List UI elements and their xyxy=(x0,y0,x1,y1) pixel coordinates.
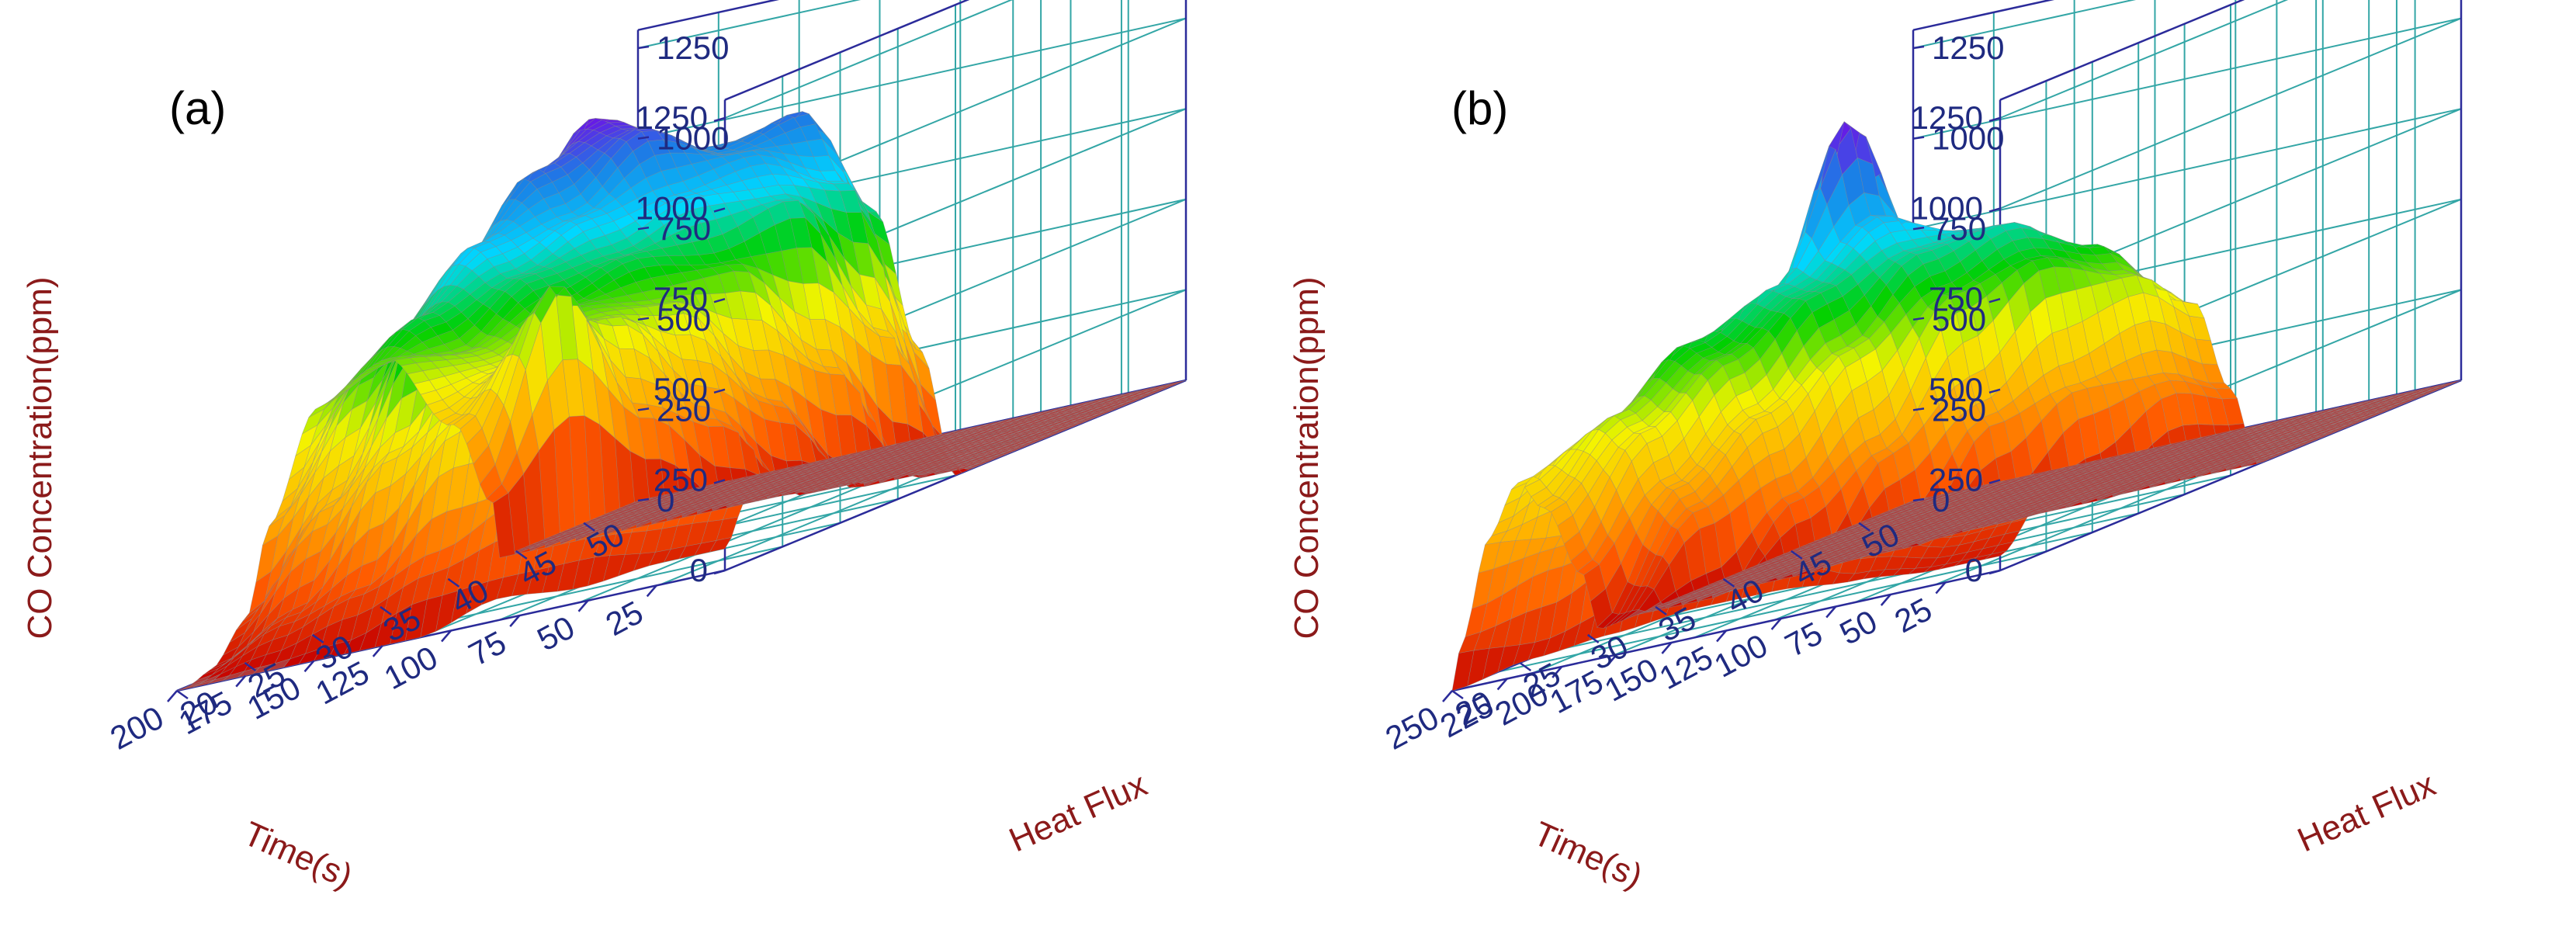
x-tick-mark-5 xyxy=(303,660,315,673)
z-left-tick-mark-3 xyxy=(713,297,726,303)
z-right-tick-label-0: 0 xyxy=(657,482,674,518)
x-tick-label-1: 50 xyxy=(531,608,580,657)
y-tick-mark-1 xyxy=(244,661,257,671)
frame-edge-0 xyxy=(1999,0,2245,101)
surface-cell xyxy=(176,684,199,692)
x-tick-label-2: 75 xyxy=(463,624,511,673)
z-left-tick-label-4: 1000 xyxy=(636,190,708,227)
z-left-tick-mark-4 xyxy=(713,207,726,213)
z-left-tick-label-1: 250 xyxy=(654,461,708,498)
z-left-tick-label-2: 500 xyxy=(654,371,708,407)
x-tick-mark-7 xyxy=(167,690,178,702)
z-left-tick-mark-1 xyxy=(713,479,726,484)
y-tick-mark-5 xyxy=(515,550,528,560)
x-tick-label-3: 100 xyxy=(378,639,443,696)
x-tick-mark-3 xyxy=(441,629,452,643)
z-left-tick-mark-0 xyxy=(713,569,726,575)
panel-a-y-axis-title: Heat Flux xyxy=(1004,765,1153,859)
panel-b-surface xyxy=(1451,121,2462,692)
y-tick-mark-2 xyxy=(311,633,324,643)
x-tick-mark-6 xyxy=(235,674,247,688)
gridline-floor-x-8 xyxy=(1498,550,2047,673)
x-tick-mark-1 xyxy=(577,599,589,612)
y-tick-mark-4 xyxy=(447,577,460,588)
z-left-tick-label-3: 750 xyxy=(654,280,708,317)
z-right-tick-label-3: 750 xyxy=(657,210,711,247)
z-left-tick-mark-5 xyxy=(713,116,726,123)
frame-edge-0 xyxy=(724,0,970,101)
panel-a-surface xyxy=(176,111,1187,692)
z-right-tick-label-4: 1000 xyxy=(657,120,729,157)
panel-a-z-axis-title: CO Concentration(ppm) xyxy=(21,276,59,639)
x-tick-label-7: 200 xyxy=(104,699,169,756)
x-tick-mark-0 xyxy=(646,584,657,598)
y-tick-mark-3 xyxy=(380,605,392,615)
frame-edge-1 xyxy=(637,0,780,31)
z-right-tick-mark-5 xyxy=(637,45,650,50)
panel-a-label: (a) xyxy=(169,82,226,134)
x-tick-mark-2 xyxy=(509,615,521,627)
y-tick-mark-6 xyxy=(583,522,595,532)
x-tick-label-0: 25 xyxy=(600,594,649,643)
z-right-tick-mark-2 xyxy=(637,317,650,321)
z-right-tick-mark-1 xyxy=(637,407,650,411)
gridline-wall-z-5 xyxy=(1912,0,2289,119)
z-right-tick-label-5: 1250 xyxy=(657,29,729,66)
z-right-tick-mark-4 xyxy=(637,136,650,140)
z-right-tick-label-2: 500 xyxy=(657,301,711,338)
z-right-tick-mark-0 xyxy=(637,498,650,502)
z-right-tick-label-1: 250 xyxy=(657,391,711,428)
y-tick-mark-0 xyxy=(176,689,189,700)
panel-a-x-axis-title: Time(s) xyxy=(238,814,359,896)
panel-a: 0250500750100012500250500750100012502550… xyxy=(21,0,1187,896)
gridline-wall-z-5 xyxy=(637,0,1014,119)
x-tick-mark-4 xyxy=(372,645,383,657)
z-left-tick-mark-2 xyxy=(713,388,726,394)
z-left-tick-label-5: 1250 xyxy=(636,99,708,136)
z-right-tick-mark-3 xyxy=(637,226,650,231)
panel-b: 0250500750100012500250500750100012502550… xyxy=(1288,0,2463,896)
frame-edge-1 xyxy=(1912,0,2055,31)
z-left-tick-label-0: 0 xyxy=(690,552,708,588)
